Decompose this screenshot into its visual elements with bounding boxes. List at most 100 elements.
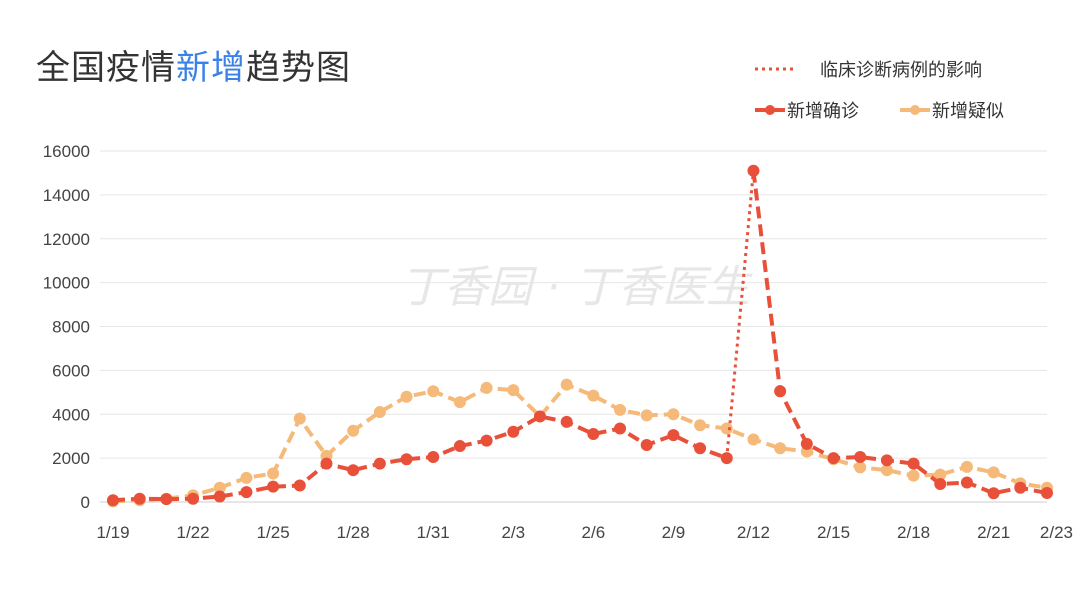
data-point (453, 440, 466, 453)
data-point (694, 442, 707, 455)
data-point (907, 469, 920, 482)
data-point (347, 464, 360, 477)
data-point (774, 442, 787, 455)
data-point (1014, 481, 1027, 494)
series-line (112, 414, 728, 503)
series-line (112, 382, 1048, 504)
grid-lines (100, 150, 1047, 503)
data-point (854, 451, 867, 464)
series-confirmed (107, 164, 1053, 507)
data-point (293, 479, 306, 492)
data-point (960, 476, 973, 489)
y-tick-label: 0 (81, 493, 90, 512)
data-point (934, 468, 947, 481)
legend-suspected-marker (910, 105, 920, 115)
legend: 临床诊断病例的影响 新增确诊 新增疑似 (755, 60, 1004, 122)
y-tick-label: 10000 (43, 274, 90, 293)
data-point (347, 424, 360, 437)
data-point (400, 390, 413, 403)
data-point (373, 457, 386, 470)
x-tick-label: 2/9 (662, 523, 686, 542)
data-point (694, 419, 707, 432)
data-point (267, 467, 280, 480)
data-point (934, 478, 947, 491)
data-point (880, 454, 893, 467)
x-tick-label: 1/25 (257, 523, 290, 542)
data-point (107, 494, 119, 507)
data-point (240, 486, 253, 499)
data-point (960, 460, 973, 473)
data-point (480, 381, 493, 394)
y-axis-ticks: 0 2000 4000 6000 8000 10000 12000 14000 16000 (43, 142, 90, 512)
data-point (293, 412, 306, 425)
data-point (507, 425, 520, 438)
legend-confirmed-marker (765, 105, 775, 115)
data-point (1041, 487, 1053, 500)
series-line (751, 170, 1048, 496)
y-tick-label: 4000 (52, 405, 90, 424)
data-point (160, 493, 173, 506)
data-point (240, 471, 253, 484)
data-point (507, 384, 520, 397)
data-point (854, 461, 867, 474)
legend-suspected-label: 新增疑似 (932, 101, 1004, 122)
data-point (880, 464, 893, 477)
data-point (427, 451, 440, 464)
y-tick-label: 6000 (52, 361, 90, 380)
y-tick-label: 2000 (52, 449, 90, 468)
x-tick-label: 2/23 (1040, 523, 1073, 542)
data-point (560, 415, 573, 428)
chart-title-prefix: 全国疫情 (36, 48, 176, 88)
x-tick-label: 1/22 (177, 523, 210, 542)
data-point (987, 487, 1000, 500)
data-point (213, 490, 226, 503)
x-axis-ticks: 1/19 1/22 1/25 1/28 1/31 2/3 2/6 2/9 2/12 2/15 2/1… (96, 523, 1073, 542)
y-tick-label: 8000 (52, 318, 90, 337)
x-tick-label: 2/21 (977, 523, 1010, 542)
data-point (533, 410, 546, 423)
data-point (400, 453, 413, 466)
data-point (614, 422, 627, 435)
data-point (187, 492, 200, 505)
x-tick-label: 2/15 (817, 523, 850, 542)
chart-title-highlight: 新增 (176, 48, 246, 88)
x-tick-label: 2/3 (501, 523, 525, 542)
data-point (587, 427, 600, 440)
data-point (614, 403, 627, 416)
data-point (987, 466, 1000, 479)
data-point (320, 457, 333, 470)
y-tick-label: 16000 (43, 142, 90, 161)
data-point (453, 396, 466, 409)
data-point (720, 422, 733, 435)
y-tick-label: 14000 (43, 186, 90, 205)
x-tick-label: 1/19 (96, 523, 129, 542)
chart-title: 全国疫情新增趋势图 (36, 40, 351, 89)
y-tick-label: 12000 (43, 230, 90, 249)
data-point (587, 389, 600, 402)
data-point (427, 385, 440, 398)
data-point (667, 408, 680, 421)
data-point (907, 457, 920, 470)
data-point (774, 385, 787, 398)
data-point (827, 452, 840, 465)
clinical-impact-line (725, 170, 755, 459)
data-point (373, 406, 386, 419)
watermark: 丁香园 · 丁香医生 (400, 262, 753, 313)
x-tick-label: 2/12 (737, 523, 770, 542)
data-point (747, 433, 760, 446)
data-point (667, 429, 680, 442)
data-point (213, 481, 226, 494)
legend-confirmed-label: 新增确诊 (787, 101, 859, 122)
x-tick-label: 2/18 (897, 523, 930, 542)
x-tick-label: 1/28 (337, 523, 370, 542)
chart-title-suffix: 趋势图 (246, 48, 351, 88)
data-point (560, 378, 573, 391)
data-point (133, 492, 146, 505)
x-tick-label: 2/6 (582, 523, 606, 542)
legend-clinical-label: 临床诊断病例的影响 (820, 60, 982, 81)
data-point (640, 409, 653, 422)
data-point (640, 438, 653, 451)
data-point (267, 480, 280, 493)
